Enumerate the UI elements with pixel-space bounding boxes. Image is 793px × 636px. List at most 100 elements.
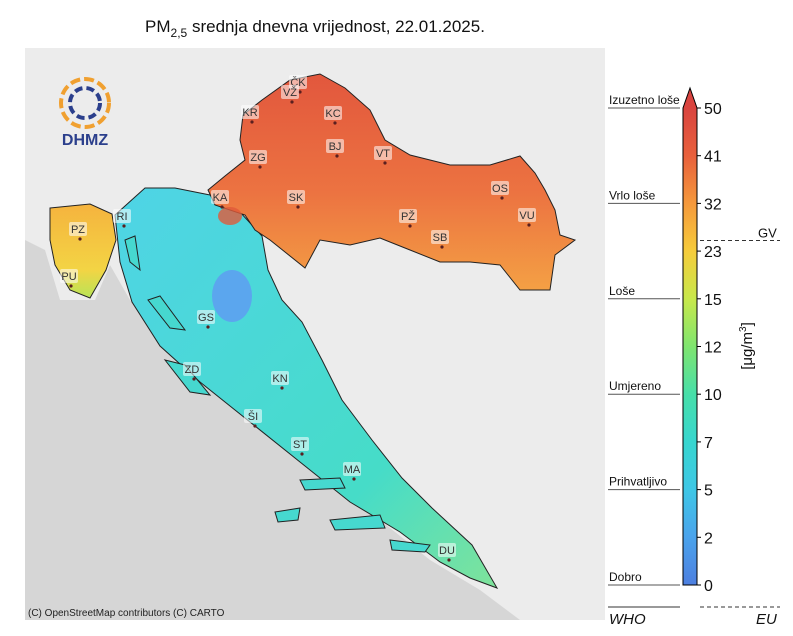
colorbar-tick-label: 5 [704,483,713,500]
label-sup: 3 [738,326,749,332]
title-main: PM [145,17,171,36]
city-label-bg [343,462,361,476]
city-label: PŽ [401,210,415,223]
city-label-bg [244,409,262,423]
label-post: ] [739,322,756,326]
logo-text: DHMZ [62,132,108,149]
city-label: DU [439,545,455,557]
city-label-bg [518,208,536,222]
city-label: MA [344,464,361,476]
who-level-label: Vrlo loše [609,188,656,202]
city-label-bg [113,209,131,223]
city-label-bg [183,362,201,376]
city-label-bg [324,106,342,120]
city-dot [220,205,224,209]
title-sub: 2,5 [171,26,188,40]
title: PM2,5 srednja dnevna vrijednost, 22.01.2… [145,17,485,40]
legend: 0 2 5 7 10 12 15 23 32 41 50 [μg/m3] Dobro Prihvatlji… [608,86,780,628]
colorbar-tick-label: 23 [704,244,722,261]
city-label-bg [399,209,417,223]
colorbar-tick-label: 0 [704,578,713,595]
who-level-label: Loše [609,284,635,298]
colorbar-tick-label: 15 [704,292,722,309]
city-label: VU [519,210,534,222]
city-label-bg [197,310,215,324]
who-level-label: Izuzetno loše [609,93,680,107]
city-label-bg [211,190,229,204]
city-label: ZG [250,152,265,164]
city-label-bg [291,437,309,451]
city-label: VT [376,148,390,160]
islands [124,235,431,553]
city-dot [258,165,262,169]
eu-label: EU [756,611,777,628]
city-dot [335,154,339,158]
city-dot [333,121,337,125]
city-label-bg [60,269,78,283]
city-label: PZ [71,224,85,236]
city-dot [352,477,356,481]
city-dot [253,424,257,428]
city-label: OS [492,183,508,195]
city-label: VŽ [283,86,297,99]
city-label-bg [326,139,344,153]
city-label: GS [198,312,214,324]
who-level-label: Prihvatljivo [609,475,667,489]
city-dot [250,120,254,124]
city-dot [122,224,126,228]
who-level-label: Dobro [609,570,642,584]
city-dot [192,377,196,381]
city-label-bg [271,371,289,385]
city-label-bg [431,230,449,244]
colorbar-outline [682,86,698,586]
city-label-bg [281,85,299,99]
city-dot [69,284,73,288]
colorbar-tick-label: 10 [704,387,722,404]
city-dot [383,161,387,165]
city-label-bg [287,190,305,204]
attribution: (C) OpenStreetMap contributors (C) CARTO [28,608,225,619]
logo: DHMZ [59,77,111,149]
city-label: BJ [329,141,342,153]
colorbar-tick-label: 41 [704,149,722,166]
colorbar-tick-label: 50 [704,101,722,118]
city-label-bg [249,150,267,164]
city-label: KN [272,373,287,385]
city-label: SB [433,232,448,244]
city-label: ZD [185,364,200,376]
city-label-bg [241,105,259,119]
city-dot [298,90,302,94]
city-label: ŠI [248,410,258,423]
colorbar [683,108,697,585]
city-dot [500,196,504,200]
city-label: KC [325,108,340,120]
colorbar-label: [μg/m3] [738,322,756,370]
title-rest: srednja dnevna vrijednost, 22.01.2025. [187,17,485,36]
city-dot [280,386,284,390]
city-label: KR [242,107,257,119]
city-dot [440,245,444,249]
city-label-bg [69,222,87,236]
colorbar-tick-label: 2 [704,530,713,547]
city-label-bg [374,146,392,160]
city-label: ST [293,439,307,451]
pannonian-region [207,73,577,291]
city-dot [408,224,412,228]
city-label: KA [213,192,228,204]
who-label: WHO [609,611,646,628]
city-dot [290,100,294,104]
colorbar-tick-label: 7 [704,435,713,452]
city-dot [447,558,451,562]
hotspot [218,207,242,225]
city-dot [300,452,304,456]
gv-label: GV [758,226,777,241]
colorbar-tick-label: 32 [704,196,722,213]
city-label-bg [438,543,456,557]
coastal-region [114,187,499,589]
who-level-label: Umjereno [609,379,661,393]
colorbar-extend [683,88,697,108]
colorbar-tick-label: 12 [704,340,722,357]
city-label: RI [117,211,128,223]
